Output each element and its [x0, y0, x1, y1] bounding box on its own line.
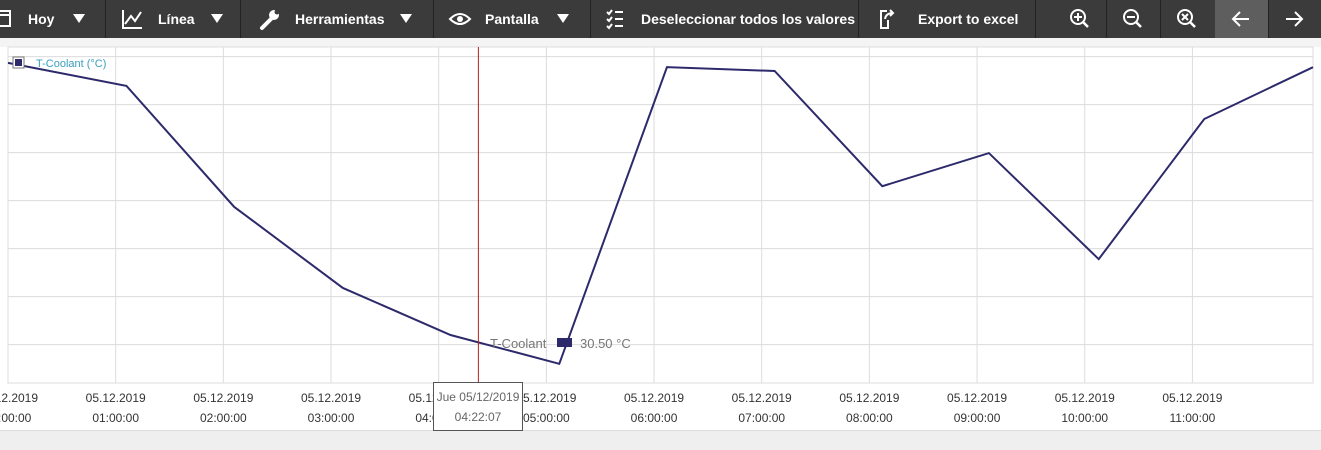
zoom-out-button[interactable] — [1106, 0, 1161, 38]
crosshair-series: T-Coolant — [490, 336, 547, 351]
range-button[interactable]: Hoy — [0, 0, 106, 38]
deselect-button[interactable]: Deseleccionar todos los valores — [590, 0, 859, 38]
x-tick-label: 05.12.2019 02:00:00 — [193, 391, 254, 425]
icons — [880, 9, 895, 29]
button-label: Deseleccionar todos los valores — [641, 11, 855, 27]
chart-type-button[interactable]: Línea — [105, 0, 241, 38]
chart-top-margin — [0, 38, 1321, 47]
legend: T-Coolant (°C) — [12, 56, 106, 70]
button-label: Pantalla — [485, 11, 539, 27]
icon — [1070, 9, 1089, 28]
scrollbar[interactable] — [0, 430, 1321, 450]
back-button[interactable] — [1215, 0, 1269, 38]
zoom-in-button[interactable] — [1053, 0, 1107, 38]
x-tick-label: 05.12.2019 07:00:00 — [731, 391, 792, 425]
forward-button[interactable] — [1268, 0, 1321, 38]
icon — [1177, 9, 1196, 28]
crosshair-swatch — [557, 338, 572, 347]
icon — [1123, 9, 1142, 28]
icon — [1286, 11, 1304, 27]
grid — [7, 47, 1313, 383]
legend-swatch — [15, 59, 22, 66]
icon — [1231, 11, 1249, 27]
x-tick-label: 05.12.2019 10:00:00 — [1054, 391, 1115, 425]
button-label: Hoy — [28, 11, 55, 27]
series-lines — [7, 61, 1314, 366]
x-tick-label: 05.12.2019 05:00:00 — [516, 391, 577, 425]
plot-area — [7, 46, 1314, 384]
crosshair: T-Coolant 30.50 °C — [477, 47, 631, 383]
legend-label: T-Coolant (°C) — [36, 58, 106, 70]
tools-button[interactable]: Herramientas — [240, 0, 434, 38]
x-tick-label: 05.12.2019 01:00:00 — [85, 391, 146, 425]
icons — [122, 10, 223, 29]
icons — [606, 9, 623, 30]
crosshair-time: Jue 05/12/2019 04:22:07 — [433, 382, 523, 431]
x-tick-label: 05.12.2019 03:00:00 — [300, 391, 362, 425]
display-button[interactable]: Pantalla — [433, 0, 591, 38]
icons — [260, 9, 412, 30]
x-tick-label: 05.12.2019 08:00:00 — [839, 391, 900, 425]
button-label: Herramientas — [295, 11, 385, 27]
x-tick-label: 05.12.2019 11:00:00 — [1162, 391, 1223, 425]
x-tick-label: 05.12.2019 09:00:00 — [947, 391, 1008, 425]
icons — [448, 13, 569, 25]
zoom-reset-button[interactable] — [1160, 0, 1216, 38]
export-button[interactable]: Export to excel — [858, 0, 1036, 38]
button-label: Export to excel — [918, 11, 1019, 27]
x-tick-label: 05.12.2019 06:00:00 — [624, 391, 685, 425]
crosshair-value: 30.50 °C — [580, 336, 631, 351]
x-tick-label: 05.12.2019 00:00:00 — [0, 391, 39, 425]
button-label: Línea — [158, 11, 195, 27]
series-line — [7, 61, 1314, 366]
toolbar: Hoy Línea Herramientas Pantalla Deselecc… — [0, 0, 1321, 38]
icons — [0, 10, 85, 27]
